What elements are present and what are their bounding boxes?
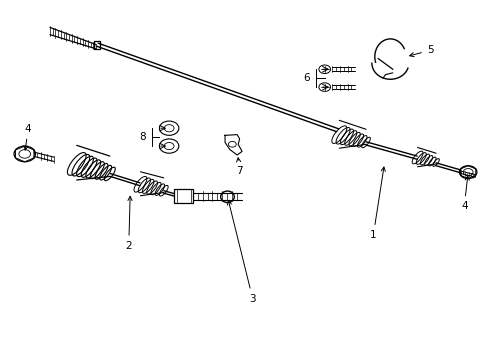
Text: 4: 4 <box>24 123 31 150</box>
Text: 3: 3 <box>227 201 255 303</box>
Text: 8: 8 <box>140 132 146 142</box>
Text: 5: 5 <box>409 45 432 57</box>
Text: 6: 6 <box>303 73 309 83</box>
Text: 4: 4 <box>460 176 468 211</box>
Text: 2: 2 <box>125 196 132 251</box>
Text: 7: 7 <box>236 158 243 176</box>
Bar <box>174 189 193 203</box>
Text: 1: 1 <box>369 167 385 240</box>
